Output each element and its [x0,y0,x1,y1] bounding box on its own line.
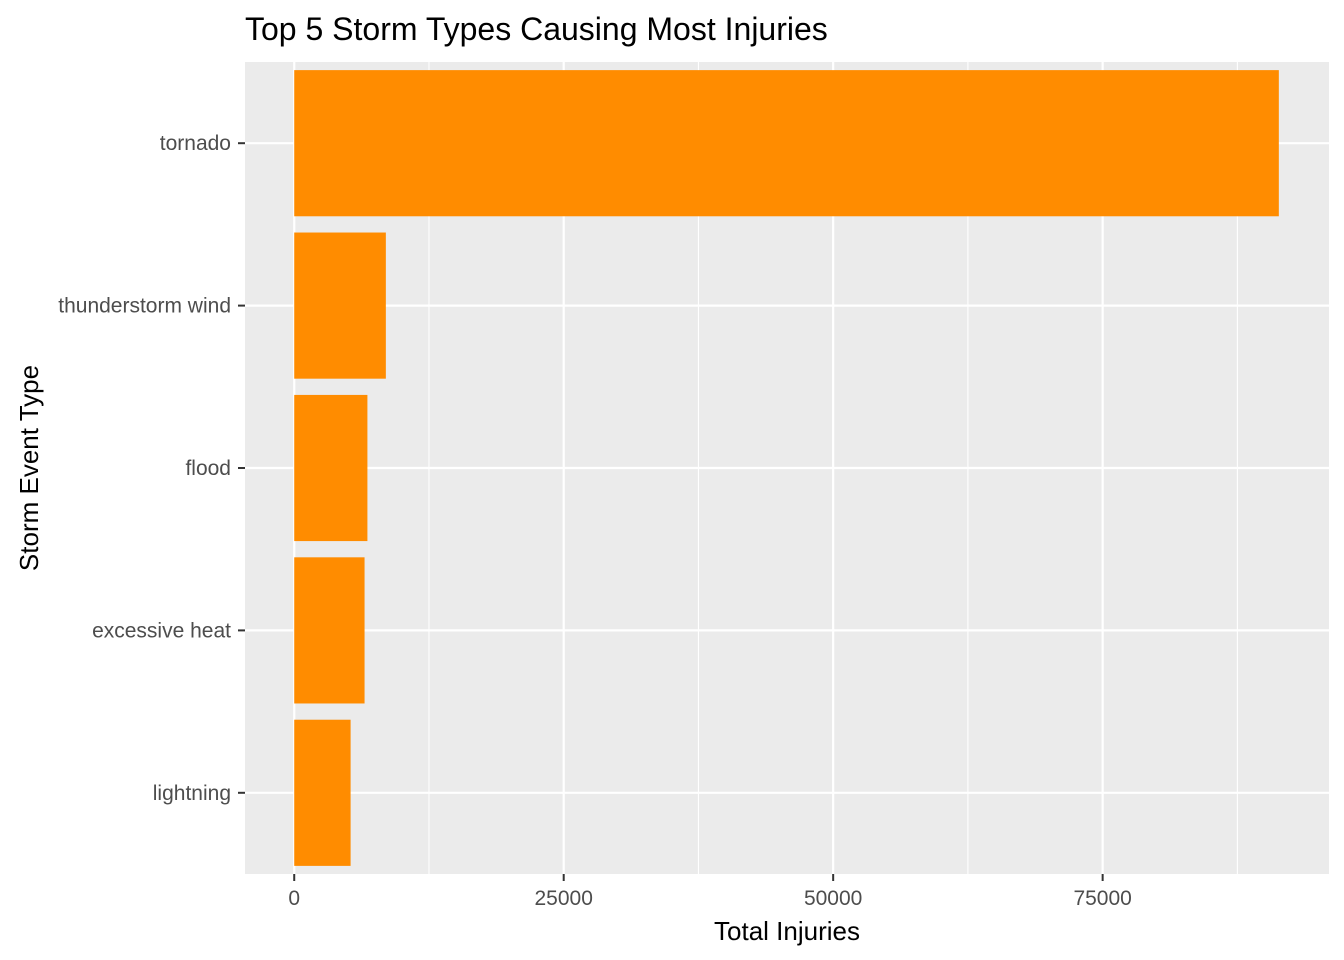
bar-excessive-heat [294,557,365,704]
bar-thunderstorm-wind [294,232,386,379]
y-axis-ticks: tornado thunderstorm wind flood excessive h… [58,132,245,805]
y-tick-label: lightning [153,782,231,805]
x-tick-label: 25000 [534,887,592,910]
y-tick-label: thunderstorm wind [58,295,231,318]
x-tick-label: 0 [288,887,300,910]
bar-lightning [294,719,351,866]
y-tick-label: flood [185,457,231,480]
x-axis-ticks: 0 25000 50000 75000 [288,874,1132,910]
x-tick-label: 75000 [1073,887,1131,910]
bar-flood [294,394,368,542]
bars [294,70,1279,866]
y-axis-title: Storm Event Type [14,365,44,571]
y-tick-label: excessive heat [92,619,231,642]
x-axis-title: Total Injuries [714,916,860,946]
y-tick-label: tornado [160,132,231,155]
x-tick-label: 50000 [804,887,862,910]
bar-tornado [294,70,1279,217]
chart-title: Top 5 Storm Types Causing Most Injuries [245,11,828,47]
